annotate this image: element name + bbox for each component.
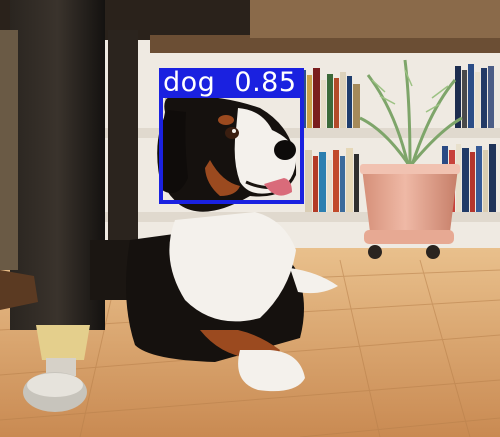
table-leg [10,0,105,412]
dog [126,94,338,392]
potted-plant [359,59,463,259]
detection-label-dog: dog 0.85 [159,68,301,98]
detection-score: 0.85 [234,67,297,98]
detection-class: dog [163,67,216,98]
person-leg [0,30,38,310]
